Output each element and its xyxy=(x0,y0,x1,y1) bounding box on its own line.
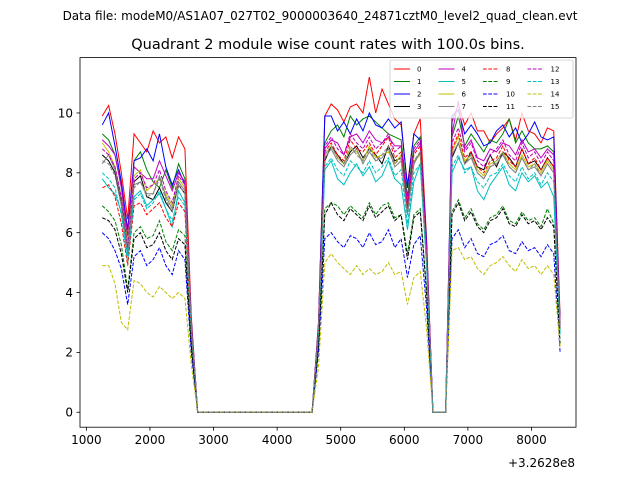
legend-label: 12 xyxy=(551,66,560,74)
x-offset-label: +3.2628e8 xyxy=(508,456,575,470)
series-line-5 xyxy=(101,156,561,413)
y-tick-label: 8 xyxy=(65,166,73,180)
axes-frame xyxy=(79,57,577,428)
x-tick-label: 7000 xyxy=(453,433,484,447)
legend-label: 15 xyxy=(551,103,560,111)
x-tick-label: 3000 xyxy=(198,433,229,447)
series-line-11 xyxy=(102,201,561,413)
y-tick-label: 6 xyxy=(65,226,73,240)
series-line-8 xyxy=(102,132,561,413)
x-tick-label: 4000 xyxy=(262,433,293,447)
legend-label: 14 xyxy=(551,91,560,99)
series-line-4 xyxy=(101,100,561,413)
series-line-2 xyxy=(101,109,561,413)
legend-label: 13 xyxy=(551,78,560,86)
legend-label: 1 xyxy=(417,78,421,86)
legend-label: 7 xyxy=(462,103,466,111)
y-tick-label: 0 xyxy=(65,406,73,420)
plot-area xyxy=(101,76,561,413)
y-tick-label: 2 xyxy=(65,346,73,360)
y-tick-label: 4 xyxy=(65,286,73,300)
y-tick-label: 10 xyxy=(58,106,73,120)
x-tick-label: 2000 xyxy=(135,433,166,447)
series-line-9 xyxy=(101,198,561,413)
legend-label: 9 xyxy=(506,78,510,86)
legend-frame xyxy=(389,59,574,119)
legend-label: 10 xyxy=(506,91,515,99)
chart-title: Quadrant 2 module wise count rates with … xyxy=(131,37,525,53)
x-axis: 1000 2000 3000 4000 5000 6000 7000 8000 xyxy=(71,427,547,447)
x-tick-label: 6000 xyxy=(389,433,420,447)
legend-label: 5 xyxy=(462,78,466,86)
series-line-10 xyxy=(101,228,561,413)
figure-suptitle: Data file: modeM0/AS1A07_027T02_90000036… xyxy=(63,9,578,23)
legend-label: 2 xyxy=(417,91,421,99)
legend-label: 8 xyxy=(506,66,510,74)
series-line-1 xyxy=(101,114,561,413)
x-tick-label: 5000 xyxy=(325,433,356,447)
legend-label: 3 xyxy=(417,103,421,111)
series-line-15 xyxy=(102,141,561,413)
series-line-0 xyxy=(101,76,561,413)
legend-label: 6 xyxy=(462,91,467,99)
series-line-13 xyxy=(101,153,561,413)
series-line-6 xyxy=(101,135,561,413)
y-axis: 0 2 4 6 8 10 xyxy=(58,106,80,420)
legend-label: 4 xyxy=(462,66,467,74)
series-line-12 xyxy=(101,126,561,413)
x-tick-label: 8000 xyxy=(516,433,547,447)
legend-label: 0 xyxy=(417,66,421,74)
series-line-14 xyxy=(102,246,561,413)
x-tick-label: 1000 xyxy=(71,433,102,447)
series-line-7 xyxy=(101,141,561,413)
legend-label: 11 xyxy=(506,103,515,111)
